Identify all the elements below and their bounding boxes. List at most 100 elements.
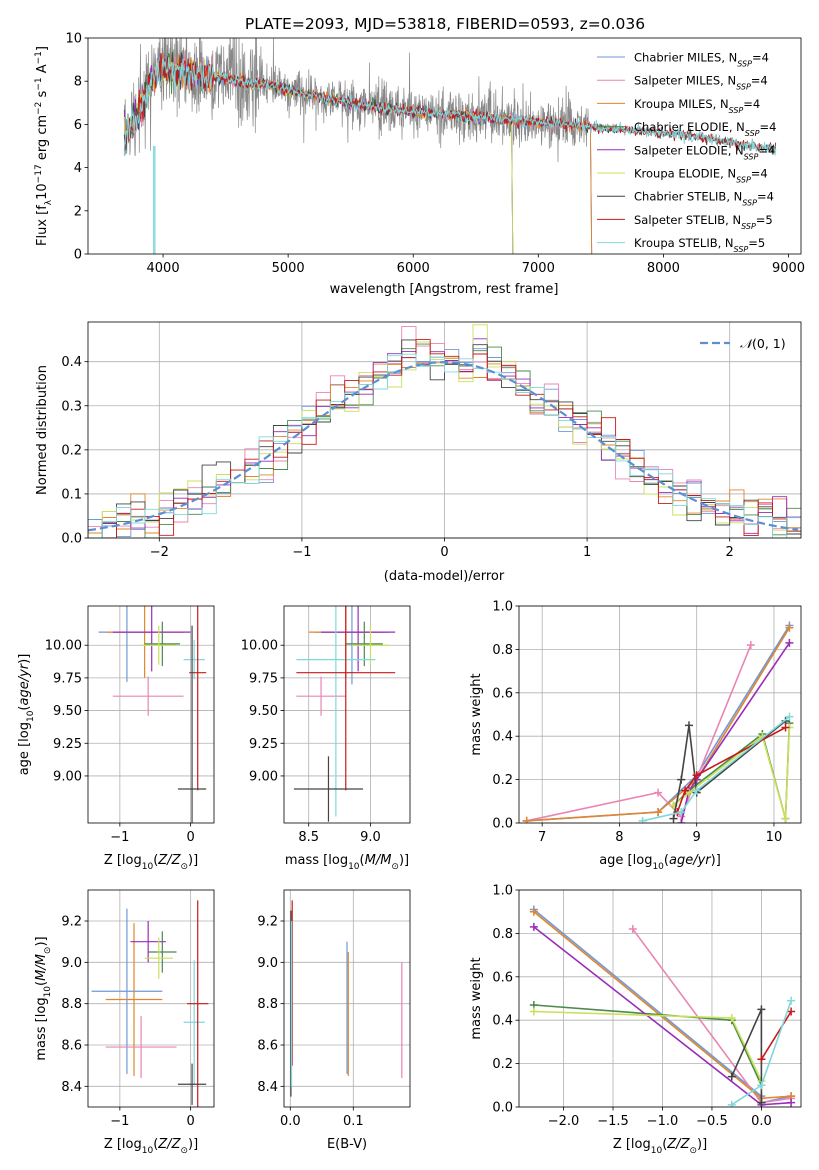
label-part: −2 [34, 102, 44, 115]
label-part: ( [664, 853, 669, 868]
legend-text: Chabrier MILES, N [634, 51, 737, 65]
model-spectrum-line [123, 58, 514, 254]
y-tick-label: 0.2 [492, 1057, 513, 1072]
y-tick-label: 8 [74, 75, 82, 90]
weight-marker [787, 1007, 796, 1016]
legend-entry: Chabrier STELIB, NSSP=4 [634, 190, 774, 208]
plot-area-mass-vs-EBV [290, 900, 403, 1097]
legend-text: =4 [760, 120, 777, 134]
legend-sub: SSP [745, 129, 760, 138]
y-tick-label: 0.3 [61, 399, 82, 414]
y-tick-label: 9.0 [257, 956, 278, 971]
weight-marker [677, 819, 686, 823]
weight-marker [654, 788, 663, 797]
x-tick-label: 7000 [522, 261, 555, 276]
x-tick-label: 9.0 [360, 830, 381, 845]
plot-area-age-vs-Z [98, 606, 207, 823]
label-part: ⊙ [180, 862, 188, 872]
label-part: Normed distribution [35, 365, 50, 495]
legend-entry: Salpeter STELIB, NSSP=5 [634, 213, 773, 231]
y-tick-label: 10.00 [45, 639, 82, 654]
figure-title: PLATE=2093, MJD=53818, FIBERID=0593, z=0… [245, 15, 645, 33]
label-part: (data-model)/error [384, 569, 505, 584]
legend-text: =4 [751, 74, 768, 88]
legend-text: Salpeter MILES, N [634, 74, 736, 88]
y-tick-label: 0.1 [61, 487, 82, 502]
axes-frame [283, 605, 411, 824]
y-tick-label: 8.6 [61, 1039, 82, 1054]
legend-text: Salpeter STELIB, N [634, 213, 741, 227]
y-tick-label: 0 [74, 248, 82, 263]
label-part: erg cm [35, 115, 50, 164]
y-tick-label: 8.8 [257, 997, 278, 1012]
legend-text: Kroupa STELIB, N [634, 236, 734, 250]
legend-text: Salpeter ELODIE, N [634, 143, 744, 157]
y-axis-label: Normed distribution [35, 365, 50, 495]
label-part: age/yr [669, 853, 712, 868]
label-part: )] [188, 1137, 198, 1152]
y-axis-label: mass [log10(M/M⊙)] [34, 936, 53, 1060]
plot-area-spectrum [123, 38, 777, 254]
legend-entry: Kroupa STELIB, NSSP=5 [634, 236, 765, 254]
label-part: 10 [142, 862, 154, 872]
label-part: 10 [142, 1146, 154, 1156]
y-tick-label: 9.50 [249, 704, 278, 719]
weight-marker [787, 1098, 796, 1107]
legend-sub: SSP [737, 59, 752, 68]
y-tick-label: 9.25 [53, 737, 82, 752]
label-part: Flux [f [35, 205, 50, 246]
legend-text: =4 [751, 167, 768, 181]
weight-marker [677, 775, 686, 784]
legend-text: Chabrier STELIB, N [634, 190, 742, 204]
x-axis-label: Z [log10(Z/Z⊙)] [613, 1137, 707, 1156]
legend-sub: SSP [734, 245, 749, 254]
label-part: )] [188, 853, 198, 868]
label-part: ( [662, 1137, 667, 1152]
y-tick-label: 0.8 [492, 927, 513, 942]
x-tick-label: 5000 [272, 261, 305, 276]
legend-residuals: 𝒩(0, 1) [700, 336, 786, 351]
label-part: ⊙ [43, 947, 53, 955]
weight-marker [654, 808, 663, 817]
panel-spectrum: 4000 5000 6000 7000 8000 9000 0 2 4 6 8 10 Chabrier … [34, 32, 805, 298]
y-tick-label: 2 [74, 204, 82, 219]
label-part: ⊙ [391, 862, 399, 872]
y-tick-label: 0.8 [492, 643, 513, 658]
weight-marker [522, 816, 531, 823]
y-tick-label: 0.4 [492, 1014, 513, 1029]
legend-text: Kroupa MILES, N [634, 97, 729, 111]
label-part: ] [35, 46, 50, 51]
plot-area-weight-vs-Z [529, 905, 796, 1107]
y-axis-label: Flux [fλ10−17 erg cm−2 s−1 A−1] [34, 46, 54, 246]
legend-sub: SSP [729, 105, 744, 114]
weight-marker [669, 814, 678, 823]
x-tick-label: −0.5 [696, 1114, 728, 1129]
weight-line [760, 1011, 792, 1060]
label-part: ⊙ [689, 1146, 697, 1156]
label-part: ( [153, 1137, 158, 1152]
weight-marker [681, 786, 690, 795]
y-tick-label: 9.75 [53, 671, 82, 686]
weight-marker [785, 712, 794, 721]
y-tick-label: 0.4 [61, 355, 82, 370]
legend-entry: Salpeter ELODIE, NSSP=4 [634, 143, 775, 161]
legend-entry: Chabrier ELODIE, NSSP=4 [634, 120, 776, 138]
label-part: 10 [348, 862, 360, 872]
panel-mass-vs-EBV: 0.0 0.1 8.4 8.6 8.8 9.0 9.2 E(B-V) [257, 889, 411, 1152]
weight-marker [785, 638, 794, 647]
label-part: M/M [365, 853, 392, 868]
legend-text: =5 [756, 213, 773, 227]
label-part: age [log [17, 722, 32, 775]
label-part: Z [log [104, 853, 142, 868]
label-part: ( [17, 706, 32, 711]
y-tick-label: 9.50 [53, 704, 82, 719]
weight-marker [684, 721, 693, 730]
weight-marker [692, 786, 701, 795]
y-tick-label: 0.0 [61, 532, 82, 547]
x-tick-label: 9000 [772, 261, 805, 276]
label-part: ( [360, 853, 365, 868]
legend-text: =4 [743, 97, 760, 111]
x-tick-label: 0.0 [280, 1114, 301, 1129]
